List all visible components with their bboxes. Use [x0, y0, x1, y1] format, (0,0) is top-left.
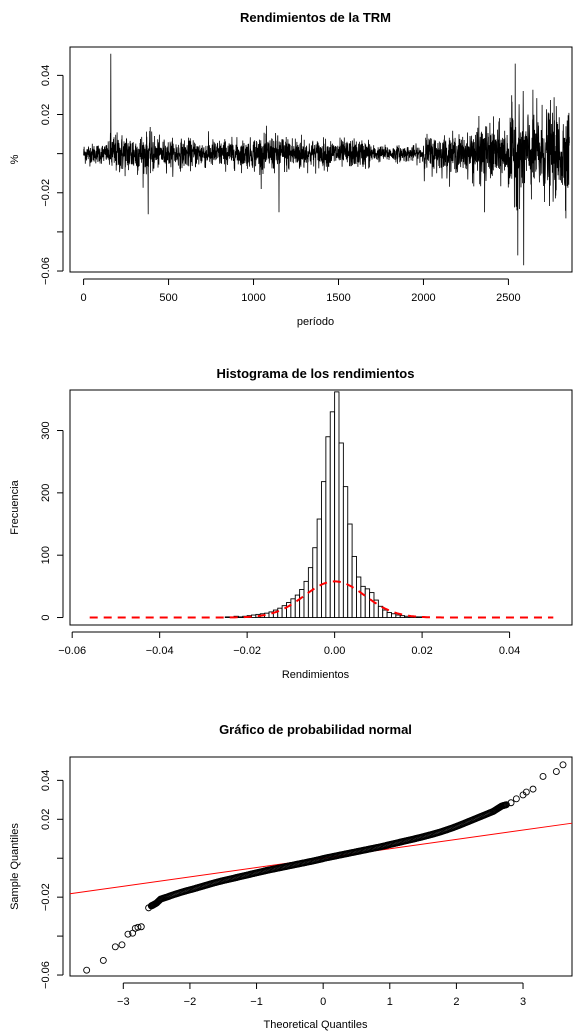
- chart-3: Gráfico de probabilidad normal Theoretica…: [9, 722, 573, 1031]
- histogram-bar: [417, 616, 423, 618]
- histogram-bar: [391, 613, 397, 618]
- histogram-bar: [364, 588, 371, 618]
- x-tick-label: 2500: [496, 292, 520, 304]
- x-tick-label: 1000: [241, 292, 265, 304]
- qq-point: [539, 773, 547, 780]
- qq-point: [124, 930, 132, 938]
- x-tick-label: −3: [117, 996, 130, 1008]
- qq-point: [559, 761, 567, 769]
- histogram-bar: [277, 607, 283, 618]
- y-axis-label: Frecuencia: [9, 479, 21, 534]
- normal-density-curve: [89, 580, 554, 619]
- x-tick-label: 3: [520, 996, 526, 1008]
- x-tick-label: 2: [453, 996, 459, 1008]
- chart-title: Histograma de los rendimientos: [217, 366, 415, 381]
- y-tick-label: −0.02: [40, 179, 52, 207]
- histogram-bar: [334, 391, 340, 618]
- histogram-bar: [369, 592, 375, 618]
- x-tick-label: 1: [387, 996, 393, 1008]
- histogram-bar: [338, 442, 344, 618]
- y-tick-label: 0: [40, 614, 52, 620]
- qq-point: [529, 785, 537, 793]
- histogram-bar: [360, 585, 366, 618]
- chart-2: Histograma de los rendimientos Rendimient…: [9, 366, 573, 681]
- chart-title: Rendimientos de la TRM: [240, 10, 391, 25]
- qq-point: [512, 795, 520, 803]
- histogram-bar: [299, 589, 305, 618]
- histogram-bar: [316, 518, 322, 618]
- histogram-bar: [251, 614, 257, 618]
- x-tick-label: 500: [159, 292, 177, 304]
- x-tick-label: 0.00: [324, 645, 345, 657]
- y-tick-label: −0.06: [40, 961, 52, 989]
- histogram-bar: [342, 486, 349, 618]
- y-tick-label: 200: [40, 484, 52, 502]
- y-tick-label: 0.04: [40, 65, 52, 86]
- y-tick-label: 0.02: [40, 104, 52, 125]
- x-tick-label: 0.04: [499, 645, 520, 657]
- histogram-bar: [237, 616, 244, 618]
- qq-point: [502, 801, 510, 809]
- histogram-bar: [382, 609, 388, 618]
- x-tick-label: 0: [81, 292, 87, 304]
- qq-point: [118, 941, 126, 949]
- x-axis-label: Rendimientos: [282, 669, 350, 681]
- qq-point: [111, 943, 119, 951]
- histogram-bar: [386, 612, 392, 618]
- qq-point: [522, 788, 530, 796]
- qq-point: [507, 799, 515, 807]
- y-axis-label: Sample Quantiles: [9, 823, 21, 910]
- plot-frame: [69, 389, 573, 626]
- x-axis-label: Theoretical Quantiles: [264, 1019, 368, 1031]
- y-axis-label: %: [9, 154, 21, 164]
- x-tick-label: 2000: [411, 292, 435, 304]
- histogram-bar: [399, 615, 406, 618]
- histogram-bar: [356, 576, 362, 618]
- x-tick-label: 1500: [326, 292, 350, 304]
- x-tick-label: −0.04: [146, 645, 174, 657]
- qq-point: [137, 923, 145, 931]
- plot-frame: [69, 756, 573, 977]
- qq-point: [134, 923, 142, 931]
- qq-point: [83, 966, 91, 974]
- x-tick-label: 0: [320, 996, 326, 1008]
- y-tick-label: 0.04: [40, 770, 52, 791]
- y-tick-label: 0.02: [40, 809, 52, 830]
- chart-1: Rendimientos de la TRM período% 0 500 1000 15…: [9, 10, 573, 328]
- y-tick-label: −0.06: [40, 257, 52, 285]
- histogram-bar: [347, 523, 353, 618]
- x-axis-label: período: [297, 316, 334, 328]
- histogram-bar: [395, 614, 401, 618]
- qq-point: [552, 768, 560, 776]
- chart-title: Gráfico de probabilidad normal: [219, 722, 412, 737]
- histogram-bar: [321, 481, 327, 618]
- histogram-bar: [312, 547, 318, 618]
- histogram-bar: [224, 616, 231, 618]
- y-tick-label: −0.02: [40, 883, 52, 911]
- x-tick-label: −1: [250, 996, 263, 1008]
- histogram-bar: [290, 598, 296, 618]
- histogram-bar: [329, 411, 336, 618]
- histogram-bar: [325, 436, 331, 618]
- x-tick-label: 0.02: [411, 645, 432, 657]
- x-tick-label: −0.06: [58, 645, 86, 657]
- series-line: [83, 53, 570, 266]
- histogram-bar: [303, 580, 309, 618]
- plot-frame: [69, 46, 573, 273]
- y-tick-label: 100: [40, 546, 52, 564]
- y-tick-label: 300: [40, 421, 52, 439]
- x-tick-label: −2: [184, 996, 197, 1008]
- qq-point: [99, 956, 107, 964]
- x-tick-label: −0.02: [233, 645, 261, 657]
